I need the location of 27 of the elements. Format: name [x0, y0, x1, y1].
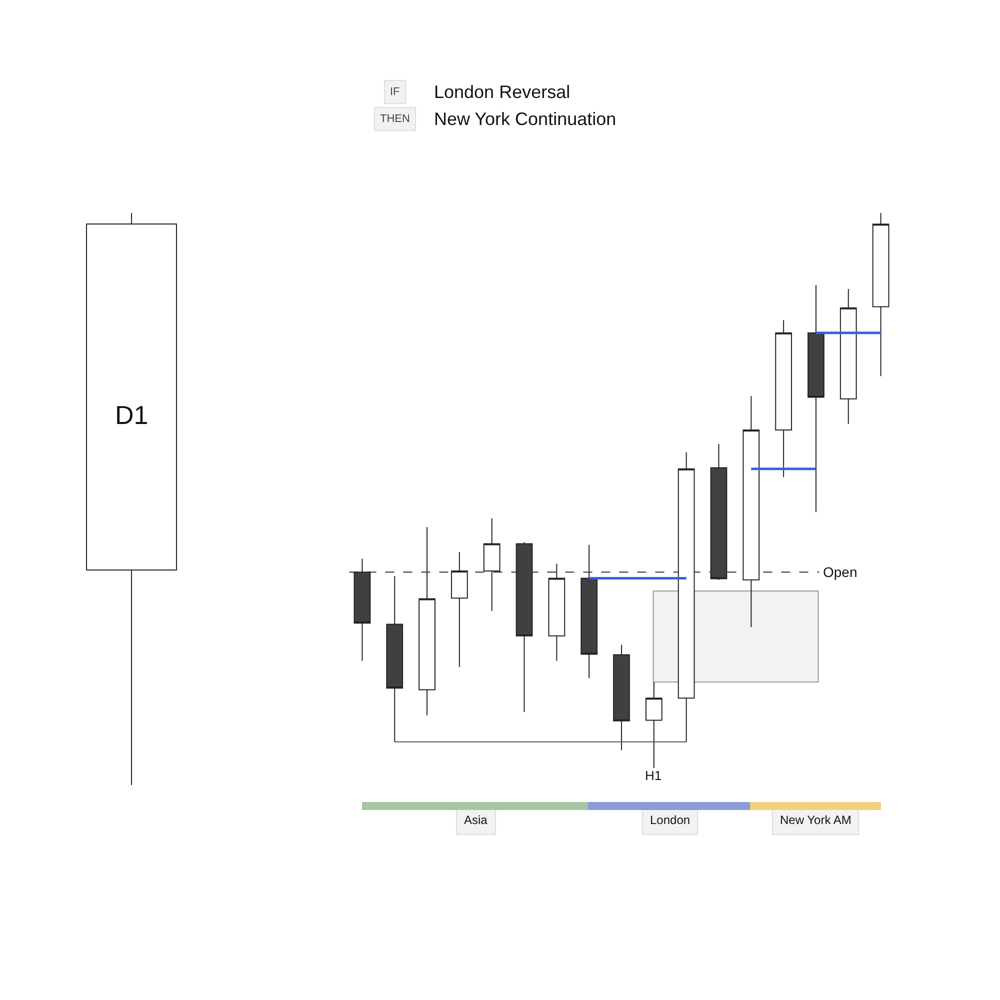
text: New York Continuation — [434, 109, 616, 129]
candlestick — [840, 288, 857, 424]
text: IF — [390, 86, 400, 98]
text: D1 — [115, 400, 148, 430]
candlestick — [613, 644, 630, 751]
candlestick — [580, 544, 598, 679]
candlestick — [872, 213, 890, 377]
candlestick — [451, 552, 468, 668]
candlestick — [808, 284, 824, 513]
text: Asia — [464, 813, 488, 827]
text: London — [650, 813, 690, 827]
candlestick — [742, 396, 760, 628]
candlestick — [386, 575, 404, 742]
candlestick — [775, 320, 792, 478]
candlestick — [483, 518, 500, 612]
text: New York AM — [780, 813, 852, 827]
ref-line-label: Open — [823, 564, 858, 580]
candlestick — [418, 526, 436, 716]
text: THEN — [380, 113, 410, 125]
candlestick — [548, 563, 566, 662]
candlestick — [645, 681, 662, 768]
candlestick — [354, 558, 371, 662]
text: London Reversal — [434, 82, 570, 102]
candlestick — [516, 542, 533, 712]
candlestick — [678, 452, 695, 742]
candlestick — [710, 443, 728, 580]
annotation: H1 — [645, 768, 662, 783]
